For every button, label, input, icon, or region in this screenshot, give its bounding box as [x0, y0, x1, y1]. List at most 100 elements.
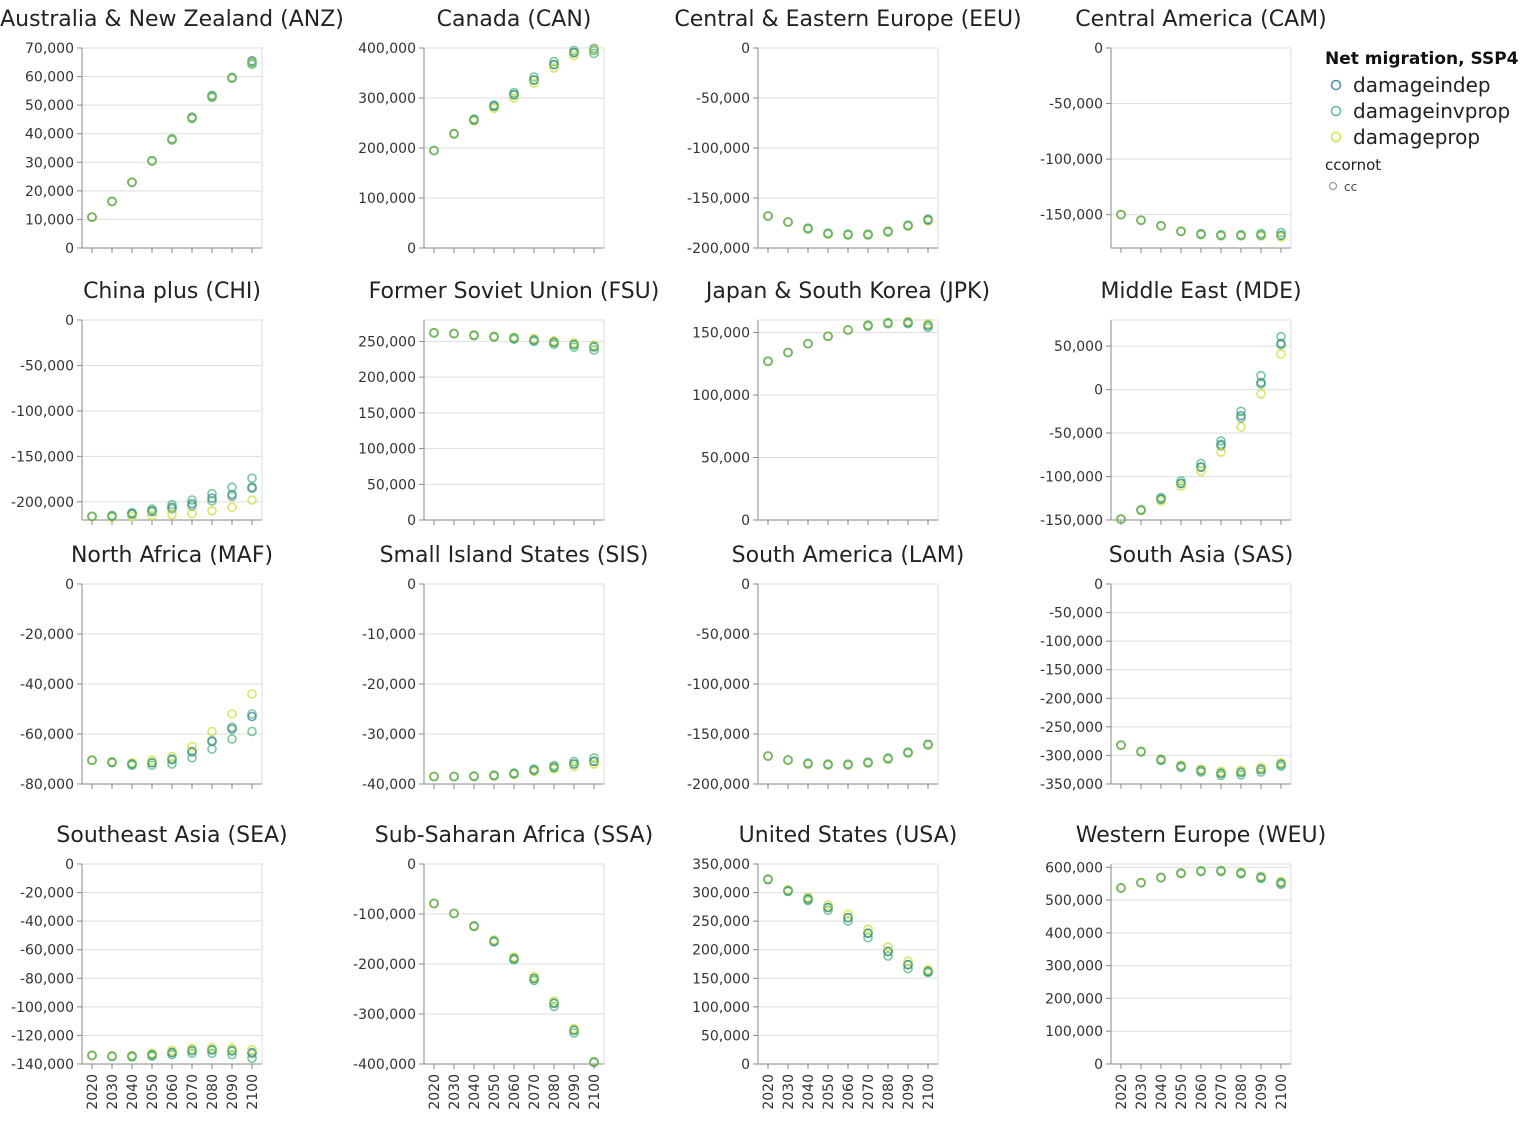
y-tick-label: 0 [65, 577, 74, 593]
y-tick-label: -50,000 [1049, 97, 1103, 113]
x-tick-label: 2090 [225, 1074, 241, 1110]
point-damageprop [589, 759, 599, 769]
y-tick-label: 150,000 [692, 326, 750, 342]
point-damageinvprop [207, 1048, 217, 1059]
point-damageprop [207, 506, 217, 516]
point-overlap [763, 874, 773, 885]
point-overlap [207, 91, 217, 102]
point-overlap [529, 973, 539, 984]
panel-title: United States (USA) [739, 823, 958, 848]
point-overlap [883, 226, 893, 237]
x-tick-label: 2070 [527, 1074, 543, 1110]
point-overlap [469, 771, 479, 782]
y-tick-label: 100,000 [692, 1000, 750, 1016]
x-tick-label: 2060 [841, 1074, 857, 1110]
y-tick-label: 60,000 [25, 70, 74, 86]
y-tick-label: 400,000 [358, 41, 416, 57]
y-tick-label: -20,000 [20, 886, 74, 902]
x-tick-label: 2030 [105, 1074, 121, 1110]
y-tick-label: -40,000 [362, 777, 416, 793]
legend-label-cc: cc [1344, 180, 1357, 194]
panel-china-plus-chi: China plus (CHI) -200,000 -150,000 -100,000… [11, 279, 263, 525]
point-damageprop [247, 1044, 257, 1055]
y-tick-label: 350,000 [692, 857, 750, 873]
panel-united-states-usa: United States (USA) 0 50,000 100,000 150,000… [692, 823, 957, 1110]
point-overlap [823, 902, 833, 913]
panel-small-island-states-sis: Small Island States (SIS) -40,000 -30,000 -… [362, 543, 648, 793]
y-tick-label: 400,000 [1045, 926, 1103, 942]
point-damageinvprop [187, 752, 197, 763]
legend-entry-damageprop[interactable]: damageprop [1330, 125, 1481, 149]
legend-entry-damageinvprop[interactable]: damageinvprop [1330, 99, 1511, 123]
y-tick-label: 0 [1094, 1057, 1103, 1073]
y-tick-label: 20,000 [25, 184, 74, 200]
point-damageinvprop [1236, 406, 1246, 417]
point-overlap [1196, 229, 1206, 240]
point-overlap [803, 893, 813, 904]
point-overlap [843, 759, 853, 770]
point-overlap [147, 155, 157, 166]
point-overlap [509, 90, 519, 100]
y-tick-label: -40,000 [20, 914, 74, 930]
point-overlap [549, 59, 559, 70]
point-overlap [803, 223, 813, 234]
x-tick-label: 2070 [861, 1074, 877, 1110]
point-overlap [589, 756, 599, 767]
panel-title: North Africa (MAF) [71, 543, 273, 568]
point-damageinvprop [549, 56, 559, 67]
point-overlap [469, 921, 479, 931]
legend-label-damageindep: damageindep [1353, 73, 1491, 97]
point-overlap [489, 936, 499, 946]
y-tick-label: -200,000 [1040, 691, 1103, 707]
point-overlap [489, 331, 499, 342]
y-tick-label: 300,000 [358, 91, 416, 107]
point-overlap [127, 759, 137, 769]
panel-title: South America (LAM) [732, 543, 965, 568]
x-tick-label: 2020 [427, 1074, 443, 1110]
panel-central-eastern-europe-eeu: Central & Eastern Europe (EEU) -200,000 -1… [674, 7, 1021, 257]
y-tick-label: -20,000 [362, 677, 416, 693]
point-overlap [187, 747, 197, 757]
y-tick-label: 200,000 [358, 370, 416, 386]
y-tick-label: 250,000 [692, 914, 750, 930]
y-tick-label: -100,000 [687, 677, 750, 693]
point-overlap [843, 325, 853, 335]
point-overlap [1116, 514, 1126, 525]
point-overlap [247, 483, 257, 494]
y-tick-label: 50,000 [701, 451, 750, 467]
point-damageinvprop [1216, 436, 1226, 446]
point-overlap [923, 215, 933, 225]
legend-entry-damageindep[interactable]: damageindep [1330, 73, 1491, 97]
legend-subtitle: ccornot [1325, 156, 1381, 174]
panel-title: Southeast Asia (SEA) [56, 823, 287, 848]
point-overlap [843, 229, 853, 240]
point-damageprop [227, 502, 237, 513]
point-damageprop [227, 709, 237, 719]
x-tick-label: 2090 [567, 1074, 583, 1110]
x-tick-label: 2090 [1254, 1074, 1270, 1110]
y-tick-label: 40,000 [25, 127, 74, 143]
point-damageprop [1196, 466, 1206, 477]
legend-subentry-cc[interactable]: cc [1328, 180, 1358, 194]
y-tick-label: 0 [407, 241, 416, 257]
x-tick-label: 2060 [165, 1074, 181, 1110]
point-damageprop [1216, 447, 1226, 457]
point-damageprop [247, 495, 257, 505]
point-overlap [903, 317, 913, 328]
y-tick-label: -80,000 [20, 971, 74, 987]
x-tick-label: 2030 [447, 1074, 463, 1110]
y-tick-label: 300,000 [692, 886, 750, 902]
panel-sub-saharan-africa-ssa: Sub-Saharan Africa (SSA) -400,000 -300,000… [353, 823, 653, 1110]
point-overlap [227, 722, 237, 733]
x-tick-label: 2050 [487, 1074, 503, 1110]
point-overlap [1176, 478, 1186, 489]
point-overlap [763, 211, 773, 221]
point-overlap [127, 177, 137, 188]
point-damageprop [903, 956, 913, 966]
point-damageprop [1236, 422, 1246, 432]
y-tick-label: -350,000 [1040, 777, 1103, 793]
legend-title: Net migration, SSP4 [1325, 49, 1519, 69]
point-overlap [107, 1051, 117, 1062]
point-overlap [1256, 764, 1266, 775]
